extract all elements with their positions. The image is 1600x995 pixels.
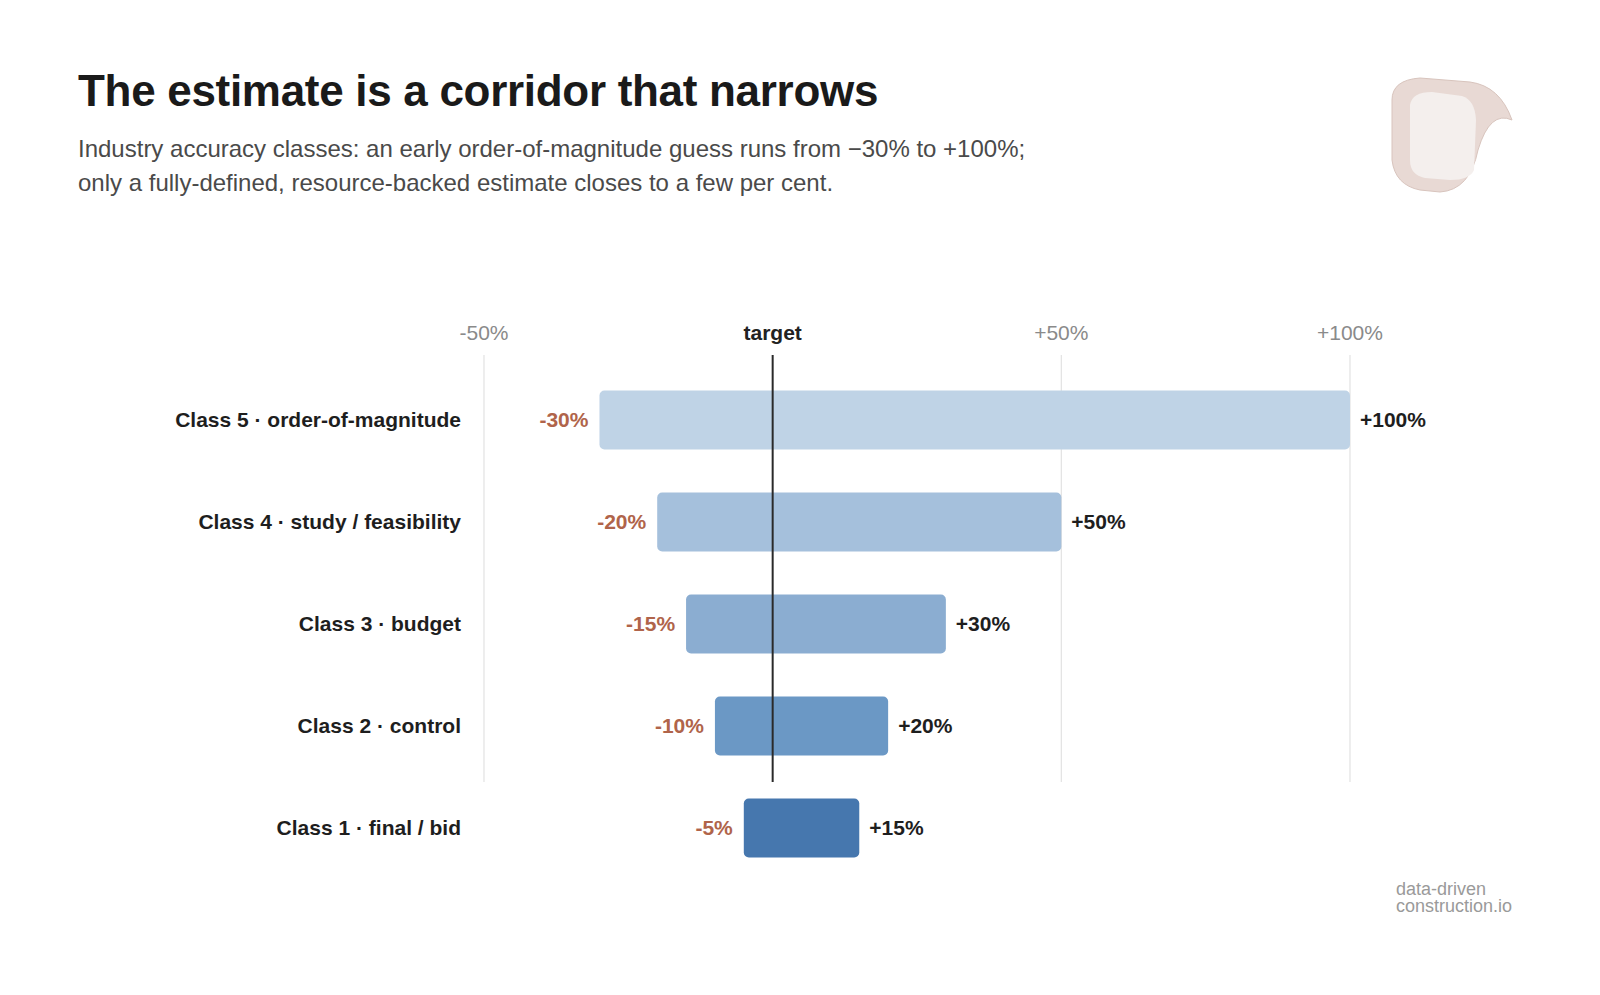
category-label: Class 2 · control bbox=[298, 714, 461, 737]
high-label: +20% bbox=[898, 714, 953, 737]
high-label: +50% bbox=[1071, 510, 1126, 533]
icon bbox=[1392, 78, 1512, 192]
footer: data-drivenconstruction.io bbox=[1396, 881, 1512, 915]
low-label: -20% bbox=[597, 510, 646, 533]
tick-label: +50% bbox=[1034, 321, 1088, 344]
high-label: +30% bbox=[956, 612, 1011, 635]
category-label: Class 3 · budget bbox=[299, 612, 461, 635]
grid-line bbox=[483, 355, 484, 782]
bars bbox=[599, 391, 1350, 858]
category-label: Class 4 · study / feasibility bbox=[198, 510, 461, 533]
tick-label: -50% bbox=[459, 321, 508, 344]
footer-line: data-driven bbox=[1396, 881, 1512, 898]
low-label: -5% bbox=[695, 816, 733, 839]
range-bar bbox=[599, 391, 1350, 450]
title: The estimate is a corridor that narrows bbox=[78, 66, 878, 116]
tick-label: +100% bbox=[1317, 321, 1383, 344]
high-label: +15% bbox=[869, 816, 924, 839]
icon-inner bbox=[1410, 92, 1476, 180]
tick-label: target bbox=[743, 321, 801, 344]
low-label: -10% bbox=[655, 714, 704, 737]
icon-shape bbox=[1392, 78, 1512, 192]
range-bar bbox=[686, 595, 946, 654]
target-line bbox=[772, 355, 774, 782]
range-bar bbox=[715, 697, 888, 756]
low-label: -15% bbox=[626, 612, 675, 635]
category-label: Class 1 · final / bid bbox=[277, 816, 461, 839]
footer-line: construction.io bbox=[1396, 898, 1512, 915]
range-bar bbox=[657, 493, 1061, 552]
low-label: -30% bbox=[539, 408, 588, 431]
range-bar bbox=[744, 799, 859, 858]
subtitle: Industry accuracy classes: an early orde… bbox=[78, 132, 1038, 200]
high-label: +100% bbox=[1360, 408, 1426, 431]
chart: -50% target +50% +100% Class 5 · order-of-ma… bbox=[0, 0, 1600, 995]
grid bbox=[484, 355, 1350, 782]
category-label: Class 5 · order-of-magnitude bbox=[175, 408, 461, 431]
